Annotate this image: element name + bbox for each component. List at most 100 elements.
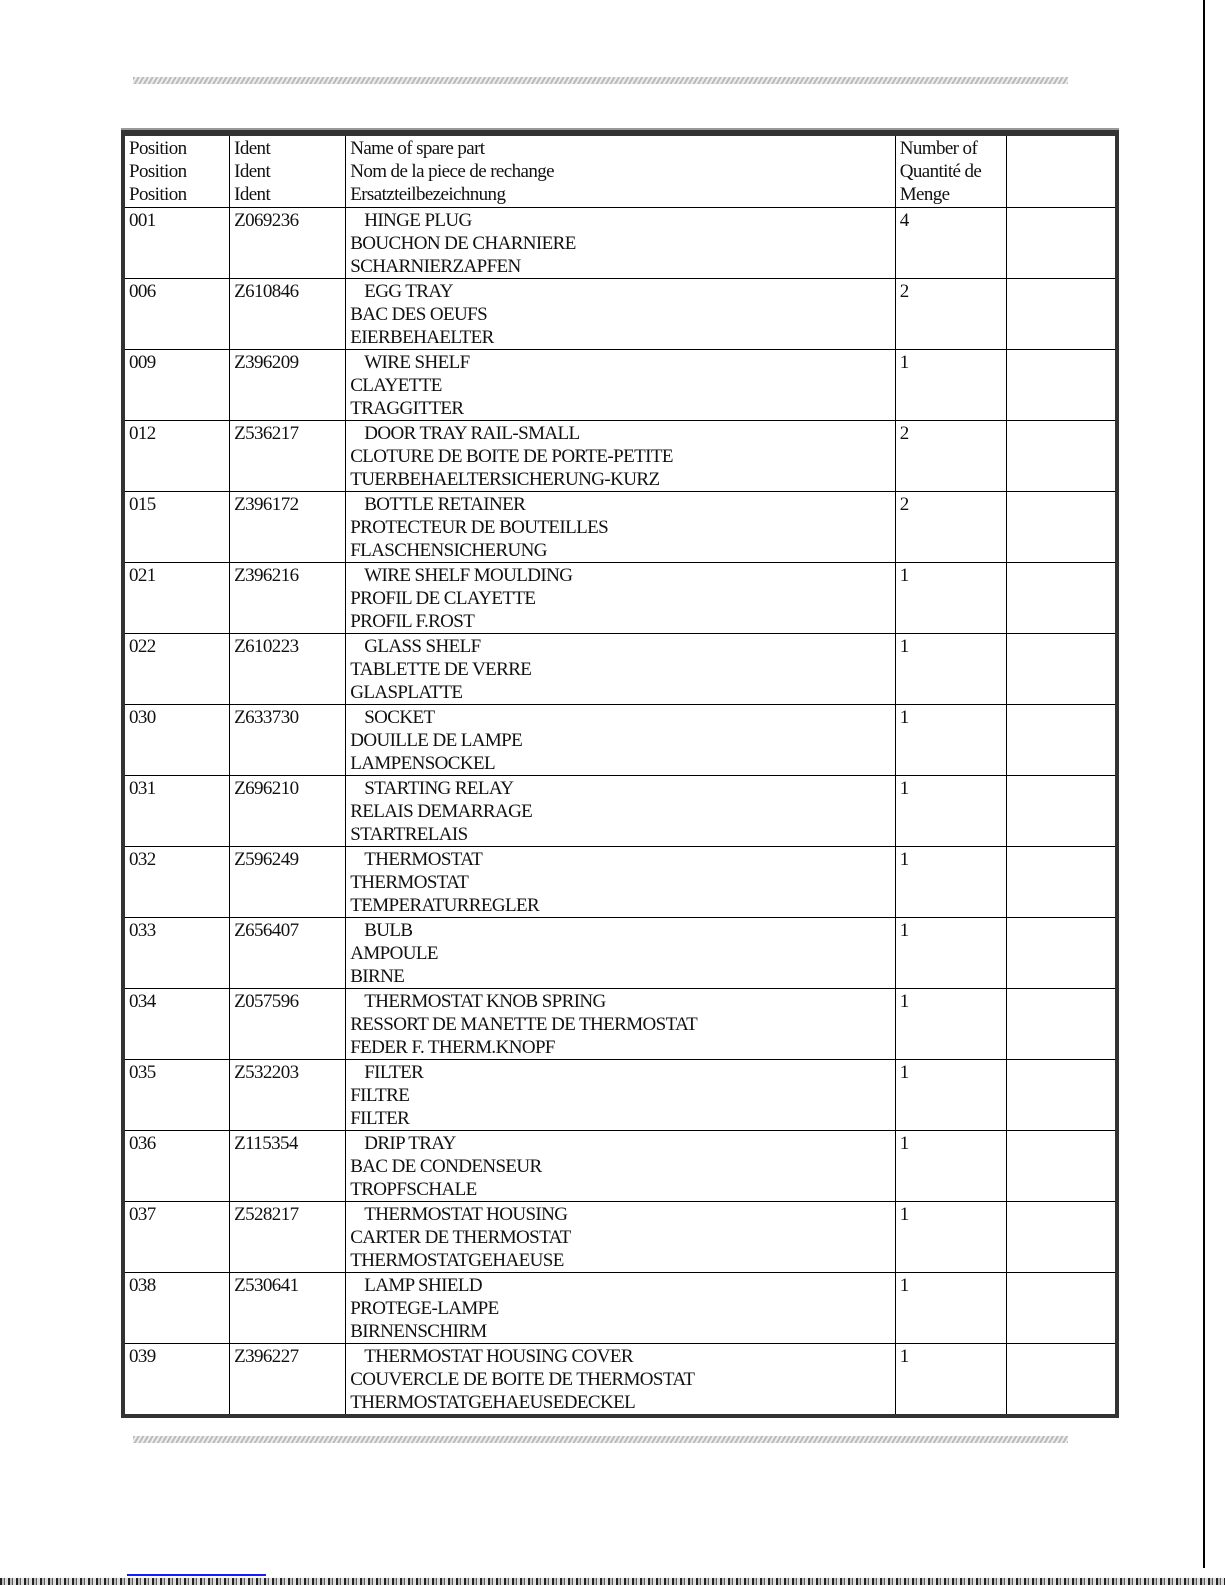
name-french: PROFIL DE CLAYETTE xyxy=(350,588,536,609)
ident-cell: Z633730 xyxy=(229,704,347,776)
table-row: 006 Z610846 EGG TRAY BAC DES OEUFS EIERBEHAE… xyxy=(122,278,1118,350)
position-cell: 038 xyxy=(122,1272,231,1344)
table-row: 001 Z069236 HINGE PLUG BOUCHON DE CHARNIERE… xyxy=(122,207,1118,279)
table-row: 030 Z633730 SOCKET DOUILLE DE LAMPE LAMPENSO… xyxy=(122,704,1118,776)
name-english: GLASS SHELF xyxy=(364,636,481,657)
name-english: HINGE PLUG xyxy=(364,210,472,231)
name-english: THERMOSTAT HOUSING COVER xyxy=(364,1346,633,1367)
name-german: SCHARNIERZAPFEN xyxy=(350,256,521,277)
name-english: FILTER xyxy=(364,1062,424,1083)
quantity-cell: 1 xyxy=(894,349,1007,421)
empty-cell xyxy=(1005,420,1118,492)
quantity-cell: 1 xyxy=(894,1343,1007,1417)
empty-cell xyxy=(1005,775,1118,847)
name-cell: DOOR TRAY RAIL-SMALL CLOTURE DE BOITE DE … xyxy=(345,420,896,492)
position-cell: 035 xyxy=(122,1059,231,1131)
name-english: SOCKET xyxy=(364,707,435,728)
ident-cell: Z532203 xyxy=(229,1059,347,1131)
empty-cell xyxy=(1005,1272,1118,1344)
name-french: RELAIS DEMARRAGE xyxy=(350,801,533,822)
position-cell: 031 xyxy=(122,775,231,847)
empty-cell xyxy=(1005,207,1118,279)
name-cell: FILTER FILTRE FILTER xyxy=(345,1059,896,1131)
name-german: EIERBEHAELTER xyxy=(350,327,494,348)
name-german: TROPFSCHALE xyxy=(350,1179,477,1200)
name-cell: BOTTLE RETAINER PROTECTEUR DE BOUTEILLES F… xyxy=(345,491,896,563)
name-french: COUVERCLE DE BOITE DE THERMOSTAT xyxy=(350,1369,695,1390)
name-german: TRAGGITTER xyxy=(350,398,464,419)
ident-cell: Z057596 xyxy=(229,988,347,1060)
ident-cell: Z528217 xyxy=(229,1201,347,1273)
table-row: 033 Z656407 BULB AMPOULE BIRNE 1 xyxy=(122,917,1118,989)
empty-cell xyxy=(1005,1201,1118,1273)
table-row: 021 Z396216 WIRE SHELF MOULDING PROFIL DE C… xyxy=(122,562,1118,634)
name-cell: THERMOSTAT KNOB SPRING RESSORT DE MANETTE… xyxy=(345,988,896,1060)
name-french: RESSORT DE MANETTE DE THERMOSTAT xyxy=(350,1014,698,1035)
position-cell: 039 xyxy=(122,1343,231,1417)
position-cell: 030 xyxy=(122,704,231,776)
header-ident: Ident Ident Ident xyxy=(229,132,347,208)
header-name: Name of spare part Nom de la piece de rec… xyxy=(345,132,896,208)
name-cell: STARTING RELAY RELAIS DEMARRAGE STARTRELAI… xyxy=(345,775,896,847)
name-german: FILTER xyxy=(350,1108,410,1129)
name-german: BIRNENSCHIRM xyxy=(350,1321,487,1342)
name-german: GLASPLATTE xyxy=(350,682,463,703)
ident-cell: Z069236 xyxy=(229,207,347,279)
table-row: 032 Z596249 THERMOSTAT THERMOSTAT TEMPERATUR… xyxy=(122,846,1118,918)
name-french: FILTRE xyxy=(350,1085,410,1106)
empty-cell xyxy=(1005,917,1118,989)
empty-cell xyxy=(1005,704,1118,776)
name-french: CARTER DE THERMOSTAT xyxy=(350,1227,571,1248)
empty-cell xyxy=(1005,1059,1118,1131)
name-german: BIRNE xyxy=(350,966,405,987)
ident-cell: Z396216 xyxy=(229,562,347,634)
ident-cell: Z396227 xyxy=(229,1343,347,1417)
table-row: 036 Z115354 DRIP TRAY BAC DE CONDENSEUR TROP… xyxy=(122,1130,1118,1202)
name-cell: THERMOSTAT HOUSING CARTER DE THERMOSTAT TH… xyxy=(345,1201,896,1273)
quantity-cell: 1 xyxy=(894,1201,1007,1273)
window-bottom-edge xyxy=(0,1578,1225,1585)
name-french: PROTEGE-LAMPE xyxy=(350,1298,499,1319)
position-cell: 034 xyxy=(122,988,231,1060)
quantity-cell: 2 xyxy=(894,420,1007,492)
position-cell: 012 xyxy=(122,420,231,492)
position-cell: 006 xyxy=(122,278,231,350)
table-row: 034 Z057596 THERMOSTAT KNOB SPRING RESSORT … xyxy=(122,988,1118,1060)
quantity-cell: 1 xyxy=(894,988,1007,1060)
name-english: LAMP SHIELD xyxy=(364,1275,482,1296)
name-french: TABLETTE DE VERRE xyxy=(350,659,532,680)
empty-cell xyxy=(1005,1343,1118,1417)
quantity-cell: 1 xyxy=(894,1059,1007,1131)
name-cell: THERMOSTAT HOUSING COVER COUVERCLE DE BOI… xyxy=(345,1343,896,1417)
position-cell: 021 xyxy=(122,562,231,634)
header-empty xyxy=(1005,132,1118,208)
ident-cell: Z396209 xyxy=(229,349,347,421)
name-cell: BULB AMPOULE BIRNE xyxy=(345,917,896,989)
empty-cell xyxy=(1005,491,1118,563)
name-french: THERMOSTAT xyxy=(350,872,469,893)
name-german: FEDER F. THERM.KNOPF xyxy=(350,1037,555,1058)
ident-cell: Z610223 xyxy=(229,633,347,705)
ident-cell: Z696210 xyxy=(229,775,347,847)
position-cell: 022 xyxy=(122,633,231,705)
table-row: 031 Z696210 STARTING RELAY RELAIS DEMARRAGE… xyxy=(122,775,1118,847)
header-quantity: Number of Quantité de Menge xyxy=(894,132,1007,208)
empty-cell xyxy=(1005,349,1118,421)
table-row: 035 Z532203 FILTER FILTRE FILTER 1 xyxy=(122,1059,1118,1131)
name-german: PROFIL F.ROST xyxy=(350,611,475,632)
table-row: 037 Z528217 THERMOSTAT HOUSING CARTER DE TH… xyxy=(122,1201,1118,1273)
name-english: THERMOSTAT HOUSING xyxy=(364,1204,568,1225)
quantity-cell: 1 xyxy=(894,917,1007,989)
name-english: STARTING RELAY xyxy=(364,778,514,799)
table-row: 038 Z530641 LAMP SHIELD PROTEGE-LAMPE BIRNEN… xyxy=(122,1272,1118,1344)
position-cell: 032 xyxy=(122,846,231,918)
header-separator xyxy=(133,77,1068,84)
quantity-cell: 1 xyxy=(894,846,1007,918)
ident-cell: Z536217 xyxy=(229,420,347,492)
name-french: PROTECTEUR DE BOUTEILLES xyxy=(350,517,609,538)
table-row: 012 Z536217 DOOR TRAY RAIL-SMALL CLOTURE DE… xyxy=(122,420,1118,492)
name-cell: HINGE PLUG BOUCHON DE CHARNIERE SCHARNIERZ… xyxy=(345,207,896,279)
name-french: DOUILLE DE LAMPE xyxy=(350,730,523,751)
footer-link-underline[interactable] xyxy=(127,1574,266,1576)
empty-cell xyxy=(1005,633,1118,705)
